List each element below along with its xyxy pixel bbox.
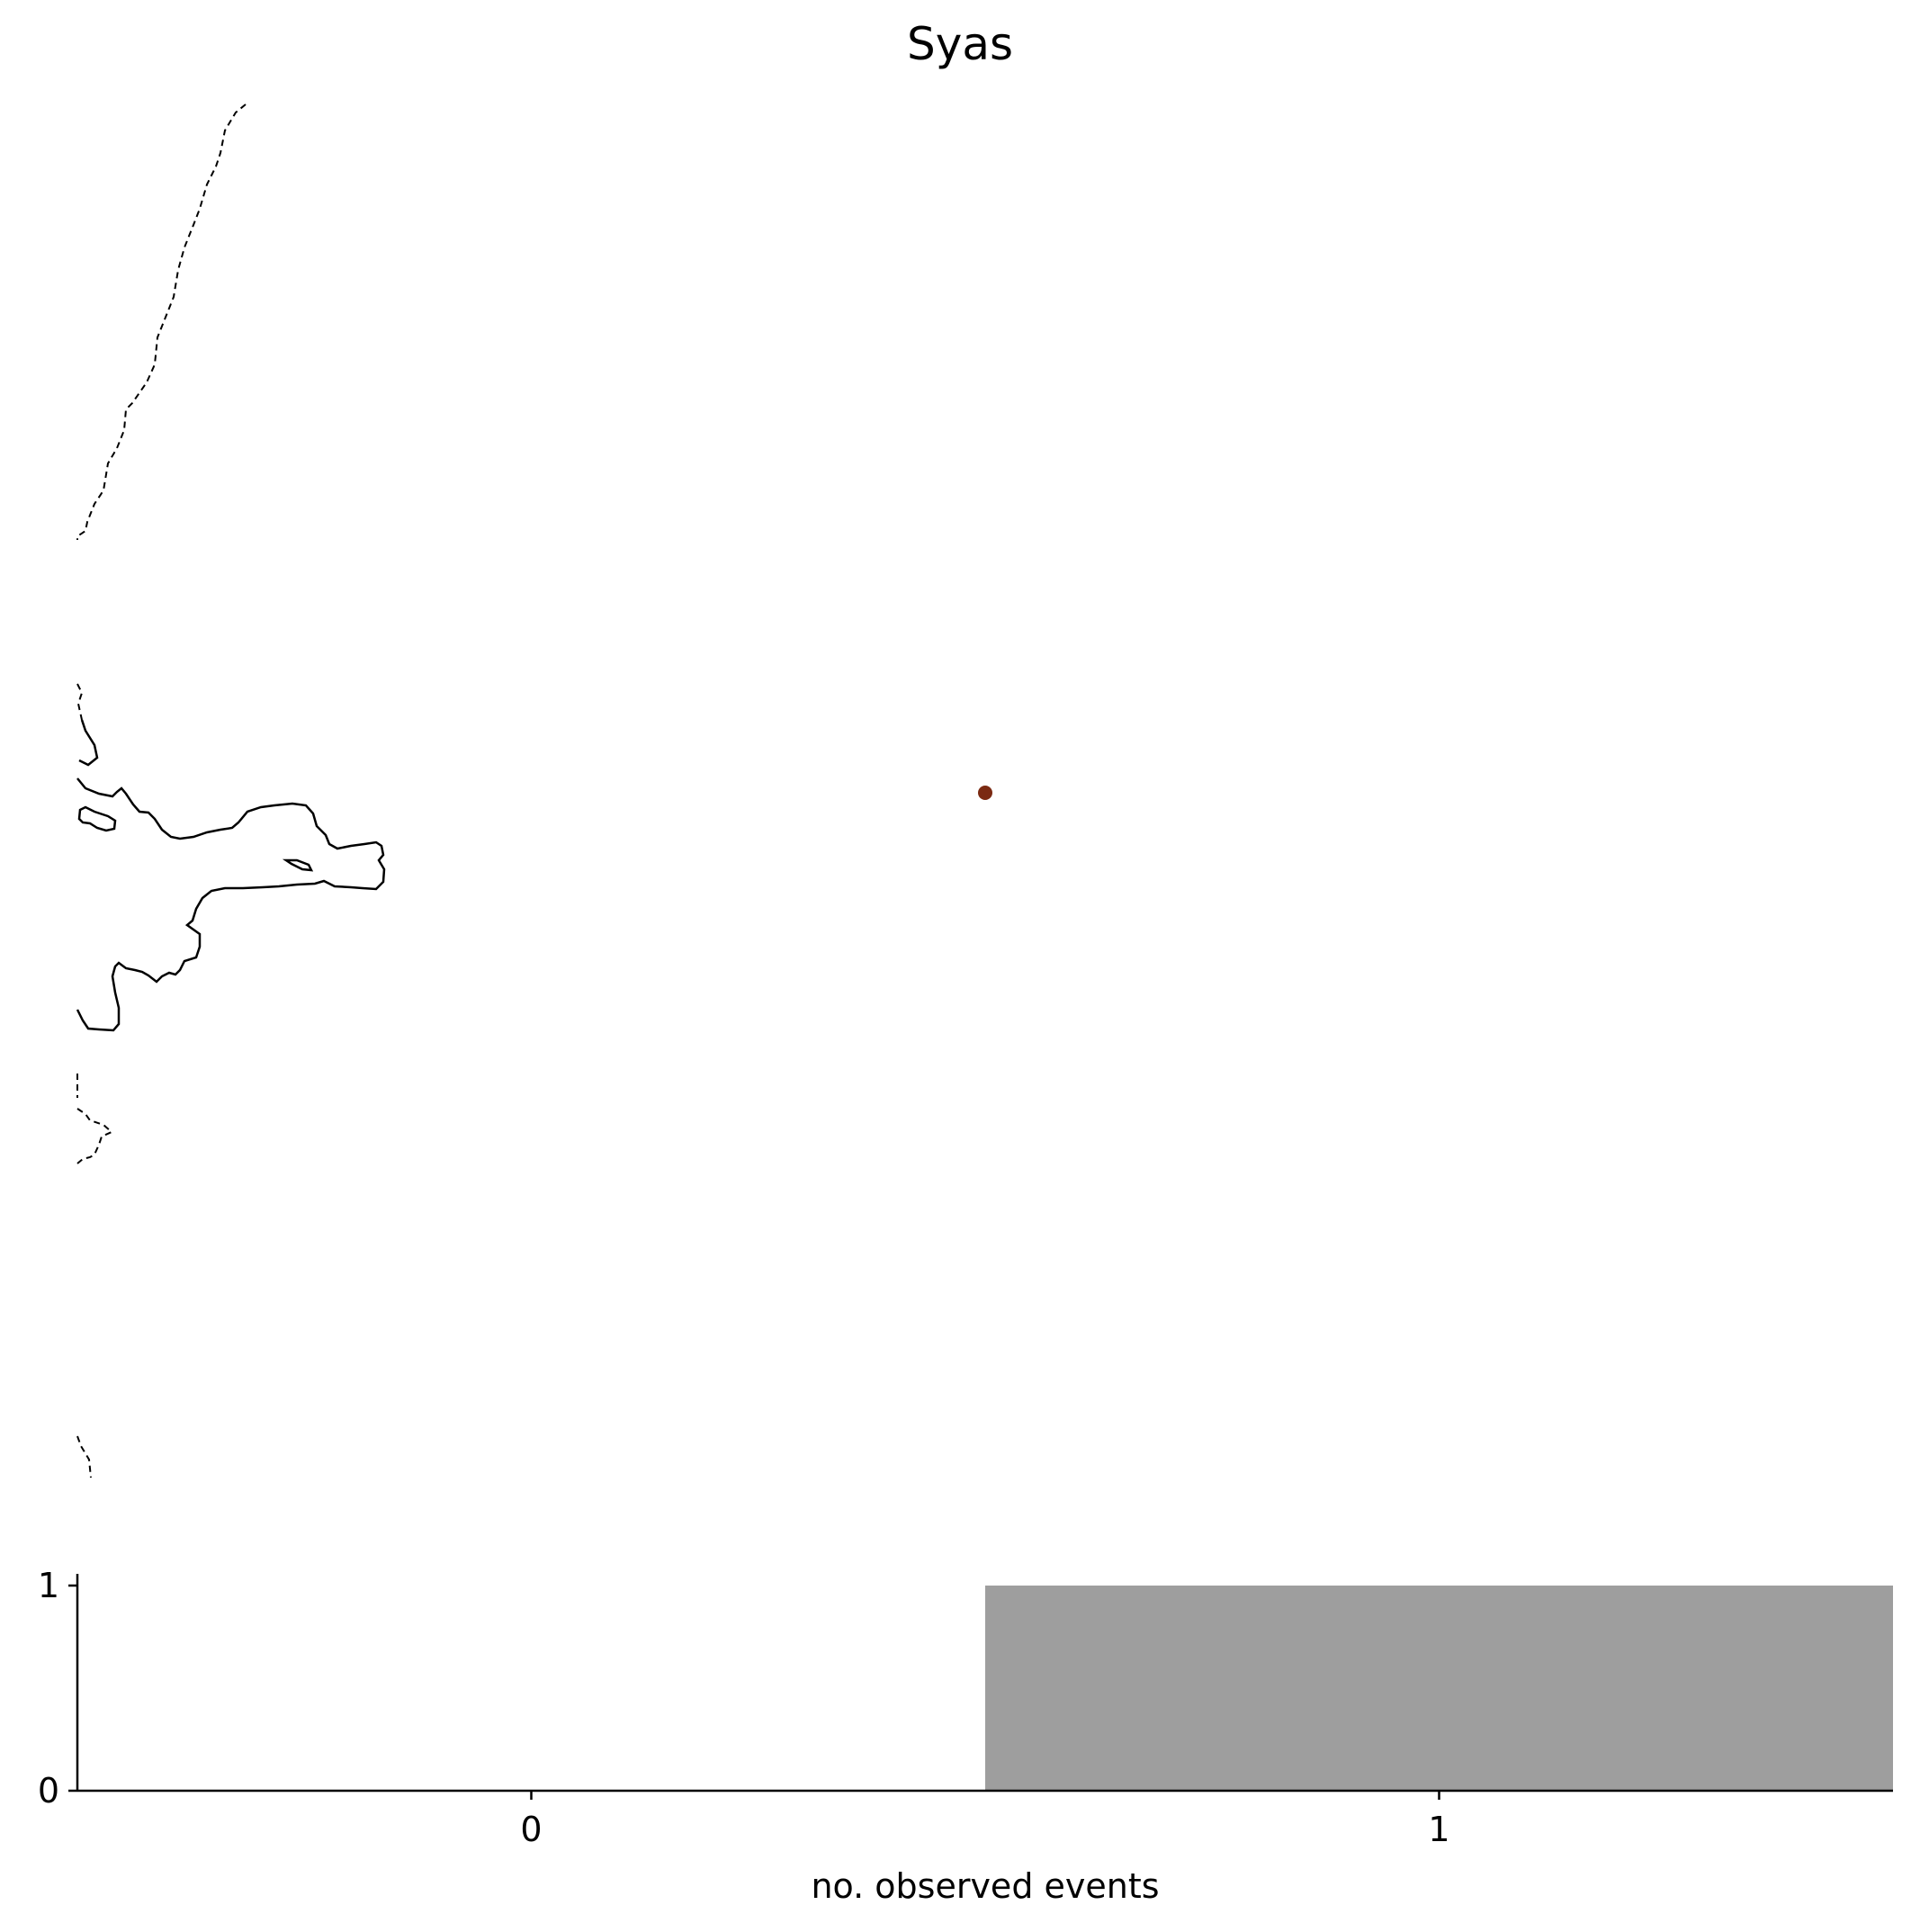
y-tick-label: 1 xyxy=(38,1566,59,1605)
coastline-islet-west xyxy=(77,805,117,832)
coastline-islet-gulf xyxy=(282,858,314,872)
country-border-dashed-north xyxy=(76,103,247,540)
country-border-dashed-lower xyxy=(76,1074,113,1164)
x-tick-label: 1 xyxy=(1428,1810,1449,1849)
histogram-panel: 0 1 0 1 no. observed events xyxy=(38,1566,1893,1906)
event-location-point xyxy=(978,786,992,800)
country-border-dashed-south xyxy=(76,1435,92,1478)
map-panel xyxy=(76,103,992,1478)
country-border-dashed-mid xyxy=(76,683,84,721)
map-title: Syas xyxy=(907,18,1013,70)
x-axis-label: no. observed events xyxy=(811,1866,1159,1906)
coastline-main xyxy=(76,719,386,1032)
x-tick-label: 0 xyxy=(520,1810,542,1849)
histogram-bar-1 xyxy=(985,1586,1893,1791)
y-tick-label: 0 xyxy=(38,1771,59,1811)
